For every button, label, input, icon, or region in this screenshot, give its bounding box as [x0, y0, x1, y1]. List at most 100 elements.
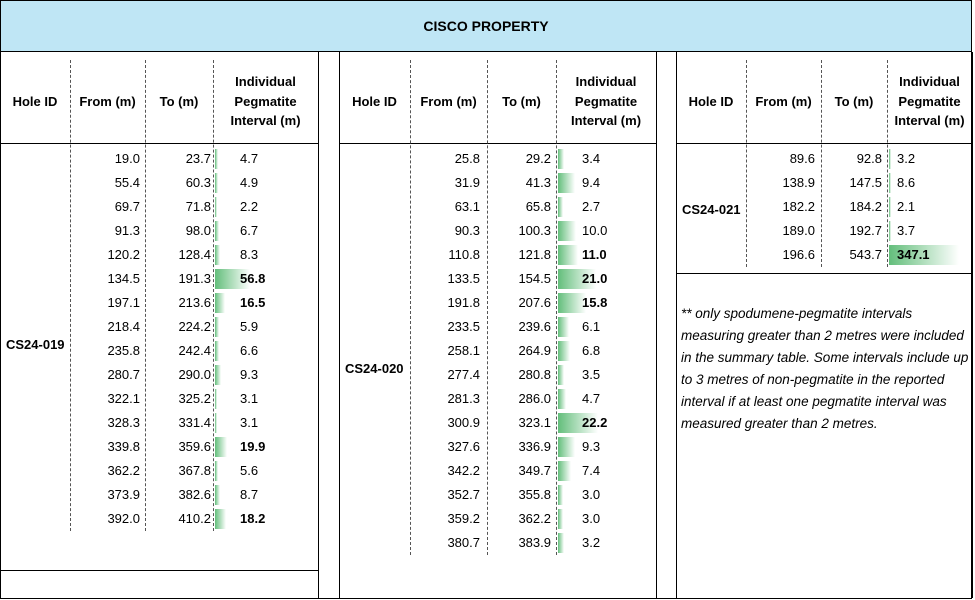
to-value: 184.2 — [849, 199, 882, 214]
interval-value: 8.7 — [240, 487, 259, 502]
interval-value: 6.7 — [240, 223, 259, 238]
from-value: 191.8 — [447, 295, 480, 310]
interval-data-bar — [215, 293, 226, 313]
from-value: 55.4 — [114, 175, 140, 190]
to-value: 349.7 — [518, 463, 551, 478]
interval-data-bar — [215, 149, 218, 169]
to-value: 286.0 — [518, 391, 551, 406]
interval-value: 2.1 — [897, 199, 916, 214]
column-header-from: From (m) — [79, 93, 136, 109]
interval-data-bar — [558, 221, 577, 241]
block-left-border — [339, 52, 340, 598]
interval-value: 2.7 — [582, 199, 601, 214]
from-value: 342.2 — [447, 463, 480, 478]
interval-value: 9.4 — [582, 175, 601, 190]
to-value: 192.7 — [849, 223, 882, 238]
interval-data-bar — [215, 437, 228, 457]
column-separator — [821, 60, 822, 267]
from-value: 63.1 — [454, 199, 480, 214]
to-value: 224.2 — [178, 319, 211, 334]
interval-data-bar — [215, 245, 221, 265]
interval-data-bar — [558, 485, 564, 505]
from-value: 280.7 — [107, 367, 140, 382]
column-header-to: To (m) — [159, 93, 199, 109]
from-value: 138.9 — [782, 175, 815, 190]
from-value: 196.6 — [782, 247, 815, 262]
interval-data-bar — [558, 341, 571, 361]
interval-value: 3.2 — [897, 151, 916, 166]
column-separator — [145, 60, 146, 531]
from-value: 392.0 — [107, 511, 140, 526]
interval-value: 3.0 — [582, 487, 601, 502]
interval-data-bar — [558, 269, 596, 289]
interval-value: 3.0 — [582, 511, 601, 526]
interval-data-bar — [558, 245, 578, 265]
to-value: 71.8 — [185, 199, 211, 214]
column-separator — [410, 60, 411, 555]
from-value: 91.3 — [114, 223, 140, 238]
block-right-border — [656, 52, 657, 598]
from-value: 235.8 — [107, 343, 140, 358]
block-right-border — [972, 52, 973, 598]
from-value: 359.2 — [447, 511, 480, 526]
to-value: 65.8 — [525, 199, 551, 214]
interval-value: 9.3 — [240, 367, 259, 382]
block-left-border — [676, 52, 677, 598]
to-value: 23.7 — [185, 151, 211, 166]
interval-data-bar — [215, 221, 220, 241]
interval-data-bar — [215, 413, 217, 433]
hole-id: CS24-019 — [6, 337, 65, 352]
interval-data-bar — [215, 173, 219, 193]
interval-value: 18.2 — [240, 511, 266, 526]
to-value: 92.8 — [856, 151, 882, 166]
interval-value: 22.2 — [582, 415, 608, 430]
to-value: 128.4 — [178, 247, 211, 262]
interval-value: 5.9 — [240, 319, 259, 334]
to-value: 207.6 — [518, 295, 551, 310]
to-value: 331.4 — [178, 415, 211, 430]
from-value: 110.8 — [448, 247, 480, 262]
interval-value: 4.7 — [582, 391, 601, 406]
column-separator — [746, 60, 747, 267]
to-value: 147.5 — [849, 175, 882, 190]
from-value: 133.5 — [447, 271, 480, 286]
interval-data-bar — [558, 533, 564, 553]
interval-data-bar — [558, 149, 565, 169]
column-header-hole_id: Hole ID — [12, 93, 58, 109]
from-value: 19.0 — [114, 151, 140, 166]
from-value: 362.2 — [107, 463, 140, 478]
column-separator — [213, 60, 214, 531]
interval-data-bar — [889, 149, 891, 169]
from-value: 380.7 — [447, 535, 480, 550]
interval-value: 15.8 — [582, 295, 608, 310]
interval-data-bar — [889, 173, 891, 193]
column-separator — [487, 60, 488, 555]
column-separator — [887, 60, 888, 267]
interval-value: 3.1 — [240, 415, 259, 430]
block3-lower-rule — [676, 273, 972, 274]
interval-data-bar — [889, 221, 891, 241]
to-value: 382.6 — [178, 487, 211, 502]
interval-data-bar — [215, 269, 250, 289]
to-value: 290.0 — [178, 367, 211, 382]
interval-data-bar — [889, 245, 959, 265]
interval-data-bar — [558, 173, 575, 193]
column-header-interval: Individual Pegmatite Interval (m) — [230, 74, 301, 129]
interval-value: 8.6 — [897, 175, 916, 190]
from-value: 120.2 — [107, 247, 140, 262]
table-title: CISCO PROPERTY — [0, 0, 972, 52]
column-separator — [556, 60, 557, 555]
from-value: 327.6 — [447, 439, 480, 454]
from-value: 25.8 — [454, 151, 480, 166]
to-value: 29.2 — [525, 151, 551, 166]
interval-value: 3.7 — [897, 223, 916, 238]
interval-value: 16.5 — [240, 295, 266, 310]
to-value: 154.5 — [518, 271, 551, 286]
from-value: 277.4 — [447, 367, 480, 382]
column-header-from: From (m) — [420, 93, 477, 109]
interval-value: 6.6 — [240, 343, 259, 358]
to-value: 336.9 — [518, 439, 551, 454]
footnote-text: ** only spodumene-pegmatite intervals me… — [681, 306, 969, 431]
from-value: 89.6 — [789, 151, 815, 166]
interval-data-bar — [558, 317, 569, 337]
